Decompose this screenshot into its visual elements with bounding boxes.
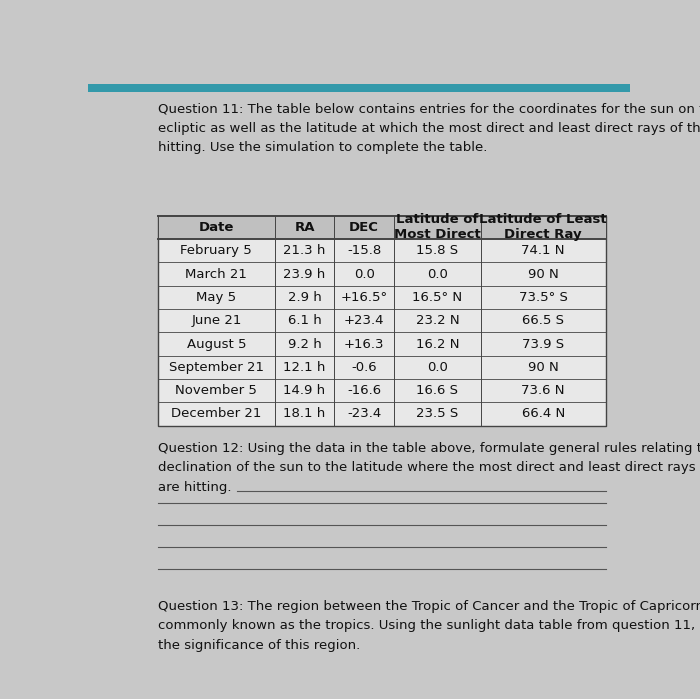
Bar (88, 84, 630, 92)
Text: 18.1 h: 18.1 h (284, 408, 326, 421)
Text: hitting. Use the simulation to complete the table.: hitting. Use the simulation to complete … (158, 141, 487, 154)
Text: May 5: May 5 (196, 291, 237, 304)
Text: 16.5° N: 16.5° N (412, 291, 463, 304)
Text: February 5: February 5 (181, 244, 252, 257)
Text: 15.8 S: 15.8 S (416, 244, 459, 257)
Text: 23.9 h: 23.9 h (284, 268, 326, 280)
Text: 9.2 h: 9.2 h (288, 338, 321, 350)
Text: 74.1 N: 74.1 N (522, 244, 565, 257)
Text: Latitude of Least
Direct Ray: Latitude of Least Direct Ray (480, 213, 607, 241)
Text: Question 12: Using the data in the table above, formulate general rules relating: Question 12: Using the data in the table… (158, 442, 700, 455)
Text: Latitude of
Most Direct: Latitude of Most Direct (394, 213, 481, 241)
Text: 0.0: 0.0 (427, 361, 448, 374)
Text: Date: Date (199, 221, 234, 234)
Text: 73.9 S: 73.9 S (522, 338, 564, 350)
Text: +16.5°: +16.5° (341, 291, 388, 304)
Text: November 5: November 5 (176, 384, 258, 397)
Text: December 21: December 21 (172, 408, 262, 421)
Text: 2.9 h: 2.9 h (288, 291, 321, 304)
Text: Question 11: The table below contains entries for the coordinates for the sun on: Question 11: The table below contains en… (158, 103, 700, 116)
Text: ecliptic as well as the latitude at which the most direct and least direct rays : ecliptic as well as the latitude at whic… (158, 122, 700, 135)
Text: 14.9 h: 14.9 h (284, 384, 326, 397)
Text: 23.5 S: 23.5 S (416, 408, 459, 421)
Text: declination of the sun to the latitude where the most direct and least direct ra: declination of the sun to the latitude w… (158, 461, 700, 474)
Text: -16.6: -16.6 (347, 384, 382, 397)
Text: 90 N: 90 N (528, 268, 559, 280)
Text: 12.1 h: 12.1 h (284, 361, 326, 374)
Bar (158, 216, 606, 239)
Text: -23.4: -23.4 (347, 408, 382, 421)
Text: 73.5° S: 73.5° S (519, 291, 568, 304)
Text: +23.4: +23.4 (344, 315, 384, 327)
Text: -0.6: -0.6 (351, 361, 377, 374)
Text: commonly known as the tropics. Using the sunlight data table from question 11, d: commonly known as the tropics. Using the… (158, 619, 700, 633)
Text: 0.0: 0.0 (354, 268, 374, 280)
Text: September 21: September 21 (169, 361, 264, 374)
Text: RA: RA (294, 221, 315, 234)
Text: August 5: August 5 (187, 338, 246, 350)
Text: are hitting.: are hitting. (158, 480, 232, 493)
Text: 16.2 N: 16.2 N (416, 338, 459, 350)
Text: 66.5 S: 66.5 S (522, 315, 564, 327)
Text: DEC: DEC (349, 221, 379, 234)
Text: 73.6 N: 73.6 N (522, 384, 565, 397)
Text: 23.2 N: 23.2 N (416, 315, 459, 327)
Text: 16.6 S: 16.6 S (416, 384, 459, 397)
Text: March 21: March 21 (186, 268, 247, 280)
Text: +16.3: +16.3 (344, 338, 384, 350)
Bar (158, 216, 606, 426)
Text: 90 N: 90 N (528, 361, 559, 374)
Text: -15.8: -15.8 (347, 244, 382, 257)
Text: 66.4 N: 66.4 N (522, 408, 565, 421)
Text: June 21: June 21 (191, 315, 242, 327)
Text: Question 13: The region between the Tropic of Cancer and the Tropic of Capricorn: Question 13: The region between the Trop… (158, 600, 700, 613)
Text: 21.3 h: 21.3 h (284, 244, 326, 257)
Text: 6.1 h: 6.1 h (288, 315, 321, 327)
Text: the significance of this region.: the significance of this region. (158, 639, 360, 651)
Text: 0.0: 0.0 (427, 268, 448, 280)
